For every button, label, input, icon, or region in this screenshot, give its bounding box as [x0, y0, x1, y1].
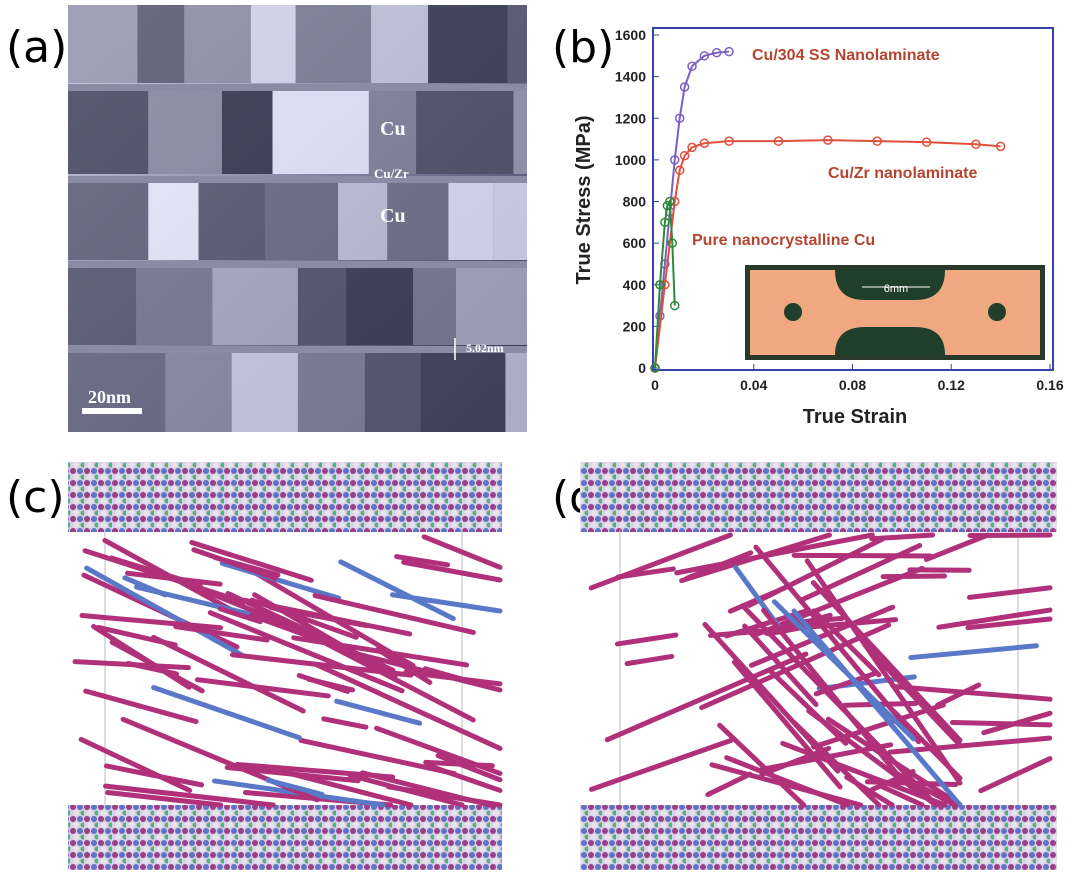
tem-grain [421, 350, 506, 432]
atom-slab [68, 805, 502, 870]
series-label: Cu/Zr nanolaminate [828, 165, 977, 182]
atom-slab [580, 805, 1057, 870]
tem-grain [346, 265, 413, 345]
y-tick-label: 1000 [615, 152, 646, 168]
x-tick-label: 0.08 [839, 377, 866, 393]
tem-grain [137, 5, 184, 83]
tem-grain [165, 350, 231, 432]
tem-grain [296, 5, 371, 83]
tem-interface [68, 261, 527, 268]
simulation-d [580, 462, 1057, 870]
tem-grain [222, 88, 273, 174]
series-label: Pure nanocrystalline Cu [692, 232, 875, 249]
tem-grain [148, 180, 198, 260]
tem-grain [199, 180, 266, 260]
atom-slab [68, 462, 502, 532]
x-tick-label: 0.12 [938, 377, 965, 393]
y-tick-label: 400 [623, 277, 647, 293]
tem-grain [505, 350, 527, 432]
tem-grain [265, 180, 338, 260]
panel-label: (b) [552, 22, 614, 73]
dislocation [883, 576, 944, 577]
inset-specimen: 6mm [745, 265, 1045, 360]
y-tick-label: 200 [623, 318, 647, 334]
y-tick-label: 1600 [615, 27, 646, 43]
y-tick-label: 0 [638, 360, 646, 376]
panel-label: (a) [6, 22, 67, 73]
y-axis-label: True Stress (MPa) [573, 116, 595, 285]
atom-slab [580, 462, 1057, 532]
tem-interface [68, 84, 527, 91]
scale-bar-label: 20nm [88, 387, 131, 407]
tem-grain [273, 88, 369, 174]
tem-grain [251, 5, 296, 83]
dislocation [794, 555, 930, 556]
figure: (a) (b) (c) (d) Cu Cu/Zr Cu 5.02nm 20nm … [0, 0, 1071, 873]
layer-label: Cu/Zr [374, 166, 409, 181]
thickness-label: 5.02nm [466, 341, 504, 355]
tem-grain [371, 5, 428, 83]
x-axis-label: True Strain [803, 406, 907, 428]
tem-grain [456, 265, 527, 345]
tem-grain [136, 265, 212, 345]
tem-image [68, 5, 527, 432]
tem-grain [68, 180, 148, 260]
layer-label: Cu [380, 118, 406, 140]
tem-interface [68, 346, 527, 353]
panel-label: (c) [6, 472, 65, 523]
tem-grain [413, 265, 456, 345]
y-tick-label: 600 [623, 235, 647, 251]
scale-bar [82, 408, 142, 414]
tem-grain [68, 88, 148, 174]
tem-grain [448, 180, 493, 260]
dislocation [953, 722, 1050, 724]
tem-grain [184, 5, 251, 83]
tem-grain [508, 5, 527, 83]
tem-grain [428, 5, 507, 83]
tem-grain [212, 265, 298, 345]
y-tick-label: 800 [623, 194, 647, 210]
x-tick-label: 0 [651, 377, 659, 393]
specimen-notch [835, 327, 945, 355]
tem-grain [68, 5, 137, 83]
specimen-hole [988, 303, 1006, 321]
tem-grain [493, 180, 527, 260]
tem-grain [513, 88, 527, 174]
tem-grain [298, 350, 365, 432]
layer-label: Cu [380, 205, 406, 227]
y-tick-label: 1200 [615, 110, 646, 126]
x-tick-label: 0.04 [740, 377, 767, 393]
tem-grain [365, 350, 421, 432]
tem-grain [232, 350, 298, 432]
specimen-hole [784, 303, 802, 321]
tem-grain [416, 88, 513, 174]
tem-interface [68, 176, 527, 183]
y-tick-label: 1400 [615, 69, 646, 85]
series-label: Cu/304 SS Nanolaminate [752, 47, 940, 64]
x-tick-label: 0.16 [1036, 377, 1063, 393]
tem-grain [148, 88, 222, 174]
tem-grain [298, 265, 346, 345]
tem-grain [68, 265, 136, 345]
inset-label: 6mm [884, 283, 908, 295]
